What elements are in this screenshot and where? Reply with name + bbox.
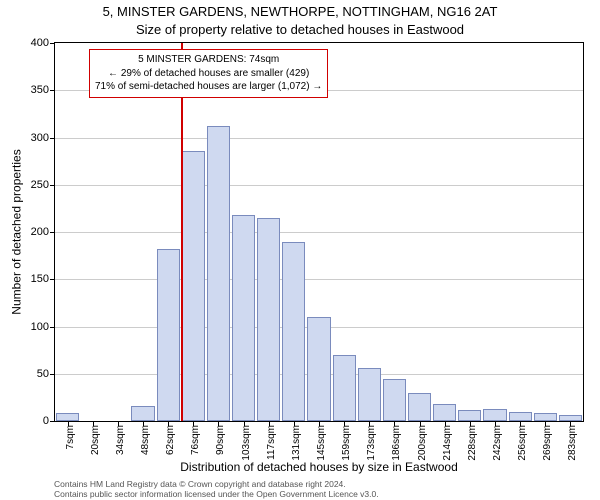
histogram-bar: [207, 126, 230, 421]
x-tick-label: 159sqm: [341, 425, 352, 461]
property-annotation-box: 5 MINSTER GARDENS: 74sqm ← 29% of detach…: [89, 49, 328, 98]
x-tick-label: 117sqm: [266, 425, 277, 460]
x-tick-label: 269sqm: [542, 425, 553, 461]
annotation-line: 5 MINSTER GARDENS: 74sqm: [95, 53, 322, 67]
y-tick-mark: [50, 138, 55, 139]
histogram-bar: [433, 404, 456, 421]
x-tick-label: 200sqm: [417, 425, 428, 461]
x-tick-label: 145sqm: [316, 425, 327, 461]
y-tick-mark: [50, 374, 55, 375]
x-tick-label: 214sqm: [442, 425, 453, 461]
y-tick-mark: [50, 90, 55, 91]
histogram-bar: [282, 242, 305, 421]
y-tick-label: 200: [31, 226, 49, 238]
histogram-bar: [383, 379, 406, 421]
histogram-bar: [157, 249, 180, 421]
y-axis-label: Number of detached properties: [10, 42, 24, 422]
chart-subtitle: Size of property relative to detached ho…: [0, 22, 600, 37]
x-tick-label: 34sqm: [115, 425, 126, 455]
y-tick-label: 300: [31, 132, 49, 144]
gridline: [55, 279, 583, 280]
x-tick-label: 173sqm: [366, 425, 377, 461]
histogram-bar: [257, 218, 280, 421]
x-tick-label: 103sqm: [241, 425, 252, 461]
x-tick-label: 48sqm: [140, 425, 151, 455]
histogram-bar: [483, 409, 506, 421]
x-tick-label: 76sqm: [190, 425, 201, 455]
property-marker-line: [181, 43, 183, 421]
annotation-line: ← 29% of detached houses are smaller (42…: [95, 67, 322, 81]
y-tick-mark: [50, 43, 55, 44]
histogram-bar: [358, 368, 381, 421]
histogram-bar: [232, 215, 255, 421]
histogram-bar: [307, 317, 330, 421]
x-tick-label: 62sqm: [165, 425, 176, 455]
x-tick-label: 186sqm: [391, 425, 402, 461]
footer-line: Contains public sector information licen…: [54, 490, 584, 500]
y-tick-mark: [50, 421, 55, 422]
histogram-bar: [182, 151, 205, 421]
footer-attribution: Contains HM Land Registry data © Crown c…: [54, 480, 584, 500]
y-tick-mark: [50, 185, 55, 186]
histogram-bar: [56, 413, 79, 422]
y-tick-label: 100: [31, 321, 49, 333]
x-tick-label: 242sqm: [492, 425, 503, 461]
y-tick-label: 400: [31, 37, 49, 49]
annotation-line: 71% of semi-detached houses are larger (…: [95, 80, 322, 94]
y-tick-label: 0: [43, 415, 49, 427]
x-tick-label: 90sqm: [215, 425, 226, 455]
x-tick-label: 283sqm: [567, 425, 578, 461]
chart-root: 5, MINSTER GARDENS, NEWTHORPE, NOTTINGHA…: [0, 0, 600, 500]
x-tick-label: 256sqm: [517, 425, 528, 461]
gridline: [55, 232, 583, 233]
y-tick-label: 150: [31, 273, 49, 285]
chart-title-address: 5, MINSTER GARDENS, NEWTHORPE, NOTTINGHA…: [0, 4, 600, 19]
x-tick-label: 228sqm: [467, 425, 478, 461]
x-axis-label: Distribution of detached houses by size …: [54, 460, 584, 474]
y-tick-mark: [50, 327, 55, 328]
gridline: [55, 185, 583, 186]
y-tick-label: 250: [31, 179, 49, 191]
histogram-bar: [509, 412, 532, 421]
x-tick-label: 7sqm: [65, 425, 76, 449]
y-tick-label: 50: [37, 368, 49, 380]
histogram-bar: [534, 413, 557, 421]
y-tick-mark: [50, 232, 55, 233]
histogram-bar: [408, 393, 431, 421]
y-tick-mark: [50, 279, 55, 280]
histogram-bar: [333, 355, 356, 421]
plot-area: 0501001502002503003504007sqm20sqm34sqm48…: [54, 42, 584, 422]
x-tick-label: 20sqm: [90, 425, 101, 455]
y-tick-label: 350: [31, 84, 49, 96]
gridline: [55, 138, 583, 139]
histogram-bar: [458, 410, 481, 421]
x-tick-label: 131sqm: [291, 425, 302, 461]
histogram-bar: [131, 406, 154, 421]
